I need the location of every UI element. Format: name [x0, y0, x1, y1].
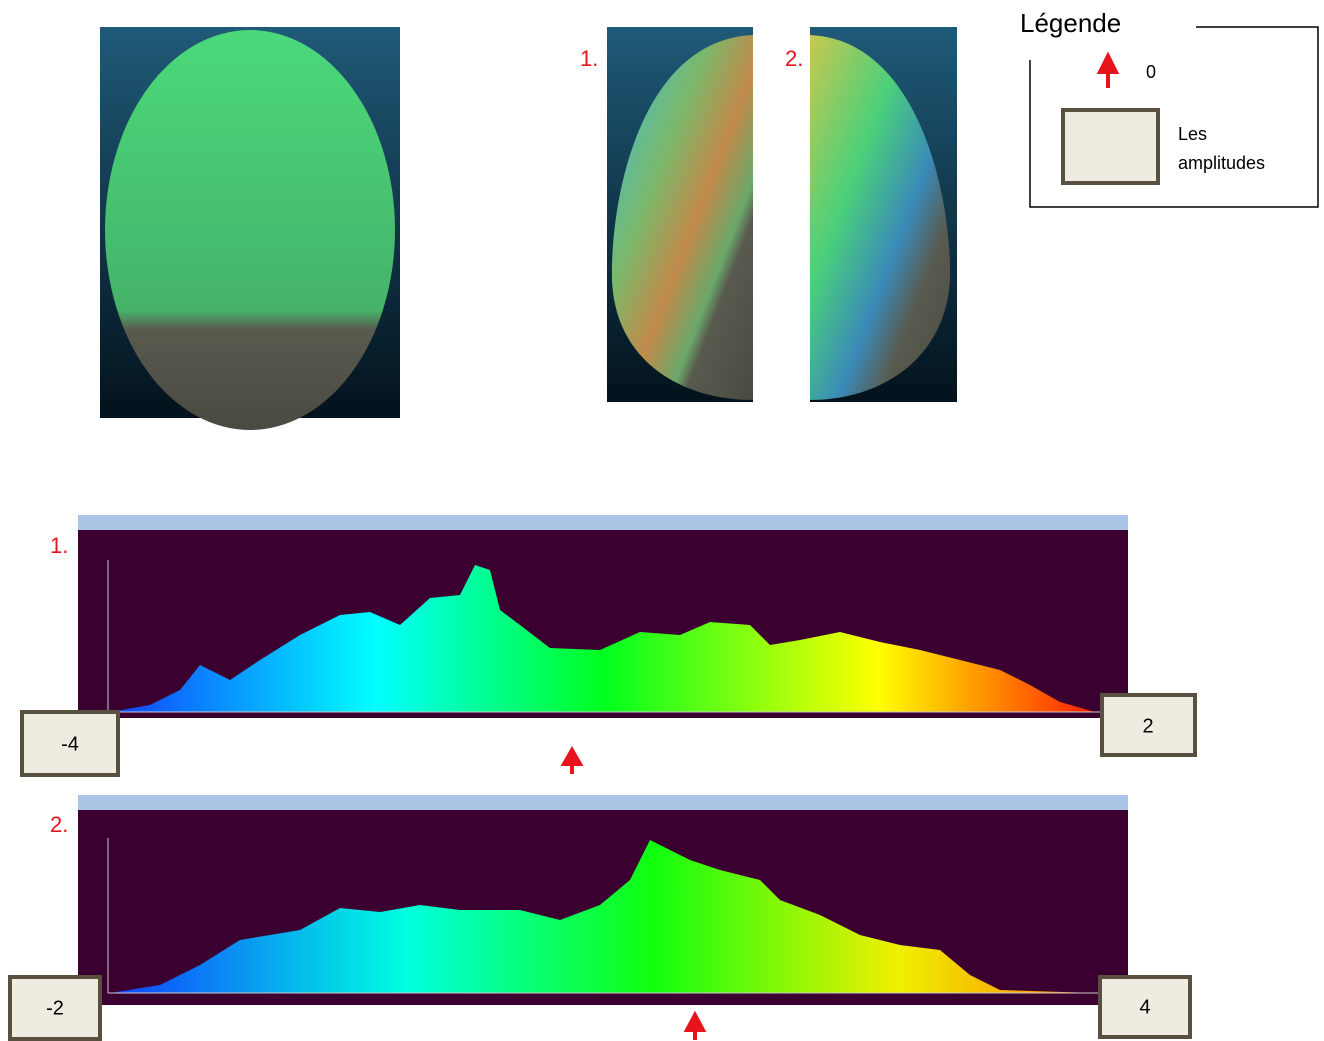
head — [105, 30, 395, 430]
range-max: 4 — [1139, 996, 1150, 1018]
hist-label: 1. — [50, 533, 68, 558]
arrow — [1100, 56, 1116, 88]
title-bar — [78, 795, 1128, 810]
hist-label: 2. — [50, 812, 68, 837]
legend-text: Les — [1178, 124, 1207, 144]
legend-arrow-label: 0 — [1146, 62, 1156, 82]
figure: 1. 2. Légende 0 Les amplitudes 1. -4 2 2… — [0, 0, 1324, 1041]
range-max: 2 — [1142, 715, 1153, 737]
title-bar — [78, 515, 1128, 530]
legend-title: Légende — [1020, 8, 1121, 38]
view-label: 2. — [785, 46, 803, 71]
range-min: -4 — [61, 733, 79, 755]
view-label: 1. — [580, 46, 598, 71]
legend-text: amplitudes — [1178, 153, 1265, 173]
range-min: -2 — [46, 997, 64, 1019]
legend-box — [1063, 110, 1158, 183]
zero-arrow — [687, 1015, 703, 1040]
zero-arrow — [564, 750, 580, 774]
